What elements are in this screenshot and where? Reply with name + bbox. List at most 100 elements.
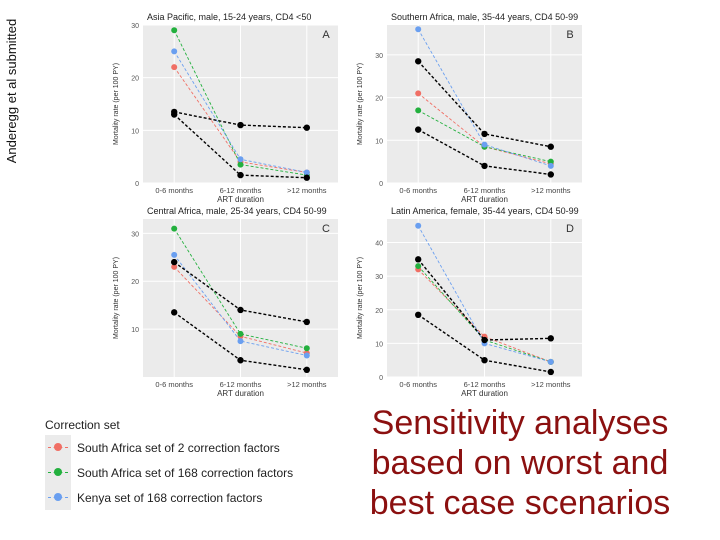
legend-key-green bbox=[45, 460, 71, 485]
x-axis-label: ART duration bbox=[461, 195, 508, 204]
legend-entry-sa-2: South Africa set of 2 correction factors bbox=[45, 435, 330, 460]
data-point bbox=[237, 121, 244, 129]
data-point bbox=[171, 263, 178, 270]
data-point bbox=[303, 318, 310, 326]
data-point bbox=[415, 126, 422, 133]
data-point bbox=[415, 256, 422, 263]
x-tick-label: 0-6 months bbox=[399, 186, 437, 195]
data-point bbox=[415, 263, 422, 270]
y-axis-label: Mortality rate (per 100 PY) bbox=[113, 63, 120, 145]
chart-title: Latin America, female, 35-44 years, CD4 … bbox=[391, 206, 579, 216]
legend-key-blue bbox=[45, 485, 71, 510]
y-tick-label: 30 bbox=[375, 274, 383, 281]
chart-title: Asia Pacific, male, 15-24 years, CD4 <50 bbox=[147, 12, 311, 22]
data-point bbox=[415, 107, 422, 114]
x-tick-label: 6-12 months bbox=[464, 186, 506, 195]
data-point bbox=[547, 162, 554, 169]
data-point bbox=[547, 158, 554, 165]
legend-entry-sa-168: South Africa set of 168 correction facto… bbox=[45, 460, 330, 485]
x-tick-label: >12 months bbox=[531, 380, 571, 389]
x-tick-label: 6-12 months bbox=[220, 380, 262, 389]
data-point bbox=[415, 311, 422, 319]
data-point bbox=[303, 366, 310, 374]
x-tick-label: >12 months bbox=[287, 380, 327, 389]
data-point bbox=[237, 171, 244, 179]
y-tick-label: 20 bbox=[131, 76, 139, 83]
y-tick-label: 20 bbox=[375, 308, 383, 315]
data-point bbox=[171, 225, 178, 232]
y-tick-label: 0 bbox=[379, 181, 383, 188]
y-tick-label: 10 bbox=[375, 138, 383, 145]
y-axis-label: Mortality rate (per 100 PY) bbox=[357, 257, 364, 339]
panel-letter: C bbox=[322, 223, 330, 235]
y-axis-label: Mortality rate (per 100 PY) bbox=[357, 63, 364, 145]
data-point bbox=[303, 345, 310, 352]
data-point bbox=[171, 48, 178, 55]
y-tick-label: 40 bbox=[375, 241, 383, 248]
caption-line: best case scenarios bbox=[369, 484, 671, 522]
data-point bbox=[303, 124, 310, 131]
y-tick-label: 0 bbox=[379, 375, 383, 382]
data-point bbox=[237, 156, 244, 163]
data-point bbox=[481, 356, 488, 364]
chart-panel-B: Southern Africa, male, 35-44 years, CD4 … bbox=[357, 12, 582, 204]
data-point bbox=[171, 258, 178, 266]
x-tick-label: >12 months bbox=[287, 186, 327, 195]
series-line bbox=[417, 269, 551, 363]
data-point bbox=[415, 90, 422, 97]
y-tick-label: 20 bbox=[375, 96, 383, 103]
y-axis-label: Mortality rate (per 100 PY) bbox=[113, 257, 120, 339]
data-point bbox=[171, 111, 178, 118]
caption-line: Sensitivity analyses bbox=[371, 404, 669, 442]
x-axis-label: ART duration bbox=[217, 195, 264, 204]
y-tick-label: 10 bbox=[375, 341, 383, 348]
panel-letter: B bbox=[566, 29, 573, 41]
data-point bbox=[547, 368, 554, 376]
data-point bbox=[415, 222, 422, 229]
data-point bbox=[481, 162, 488, 170]
y-tick-label: 30 bbox=[131, 23, 139, 30]
panel-letter: D bbox=[566, 223, 574, 235]
legend-key-red bbox=[45, 435, 71, 460]
data-point bbox=[481, 141, 488, 148]
x-tick-label: >12 months bbox=[531, 186, 571, 195]
y-tick-label: 0 bbox=[135, 181, 139, 188]
data-point bbox=[547, 358, 554, 365]
data-point bbox=[171, 27, 178, 34]
legend-label: Kenya set of 168 correction factors bbox=[77, 490, 263, 505]
x-tick-label: 6-12 months bbox=[220, 186, 262, 195]
chart-title: Central Africa, male, 25-34 years, CD4 5… bbox=[147, 206, 327, 216]
data-point bbox=[171, 251, 178, 258]
x-tick-label: 0-6 months bbox=[399, 380, 437, 389]
data-point bbox=[303, 352, 310, 359]
series-line bbox=[173, 228, 307, 349]
data-point bbox=[481, 130, 488, 138]
chart-panel-A: Asia Pacific, male, 15-24 years, CD4 <50… bbox=[113, 12, 338, 204]
panel-letter: A bbox=[322, 29, 330, 41]
data-point bbox=[171, 64, 178, 71]
slide-caption: Sensitivity analyses based on worst and … bbox=[340, 403, 700, 523]
chart-panel-C: Central Africa, male, 25-34 years, CD4 5… bbox=[113, 206, 338, 398]
y-tick-label: 10 bbox=[131, 327, 139, 334]
data-point bbox=[237, 330, 244, 337]
data-point bbox=[303, 169, 310, 176]
y-tick-label: 30 bbox=[375, 53, 383, 60]
legend-label: South Africa set of 168 correction facto… bbox=[77, 465, 294, 480]
x-tick-label: 0-6 months bbox=[155, 380, 193, 389]
data-point bbox=[237, 161, 244, 168]
legend-label: South Africa set of 2 correction factors bbox=[77, 440, 280, 455]
legend-entry-kenya-168: Kenya set of 168 correction factors bbox=[45, 485, 330, 510]
data-point bbox=[415, 58, 422, 65]
legend-title: Correction set bbox=[45, 418, 120, 432]
series-line bbox=[417, 265, 551, 363]
chart-title: Southern Africa, male, 35-44 years, CD4 … bbox=[391, 12, 578, 22]
data-point bbox=[171, 309, 178, 316]
data-point bbox=[415, 26, 422, 33]
x-axis-label: ART duration bbox=[217, 389, 264, 398]
caption-line: based on worst and bbox=[371, 444, 669, 482]
legend: Correction set South Africa set of 2 cor… bbox=[45, 415, 330, 525]
y-tick-label: 20 bbox=[131, 279, 139, 286]
data-point bbox=[237, 338, 244, 345]
data-point bbox=[547, 171, 554, 178]
series-line bbox=[173, 254, 307, 356]
